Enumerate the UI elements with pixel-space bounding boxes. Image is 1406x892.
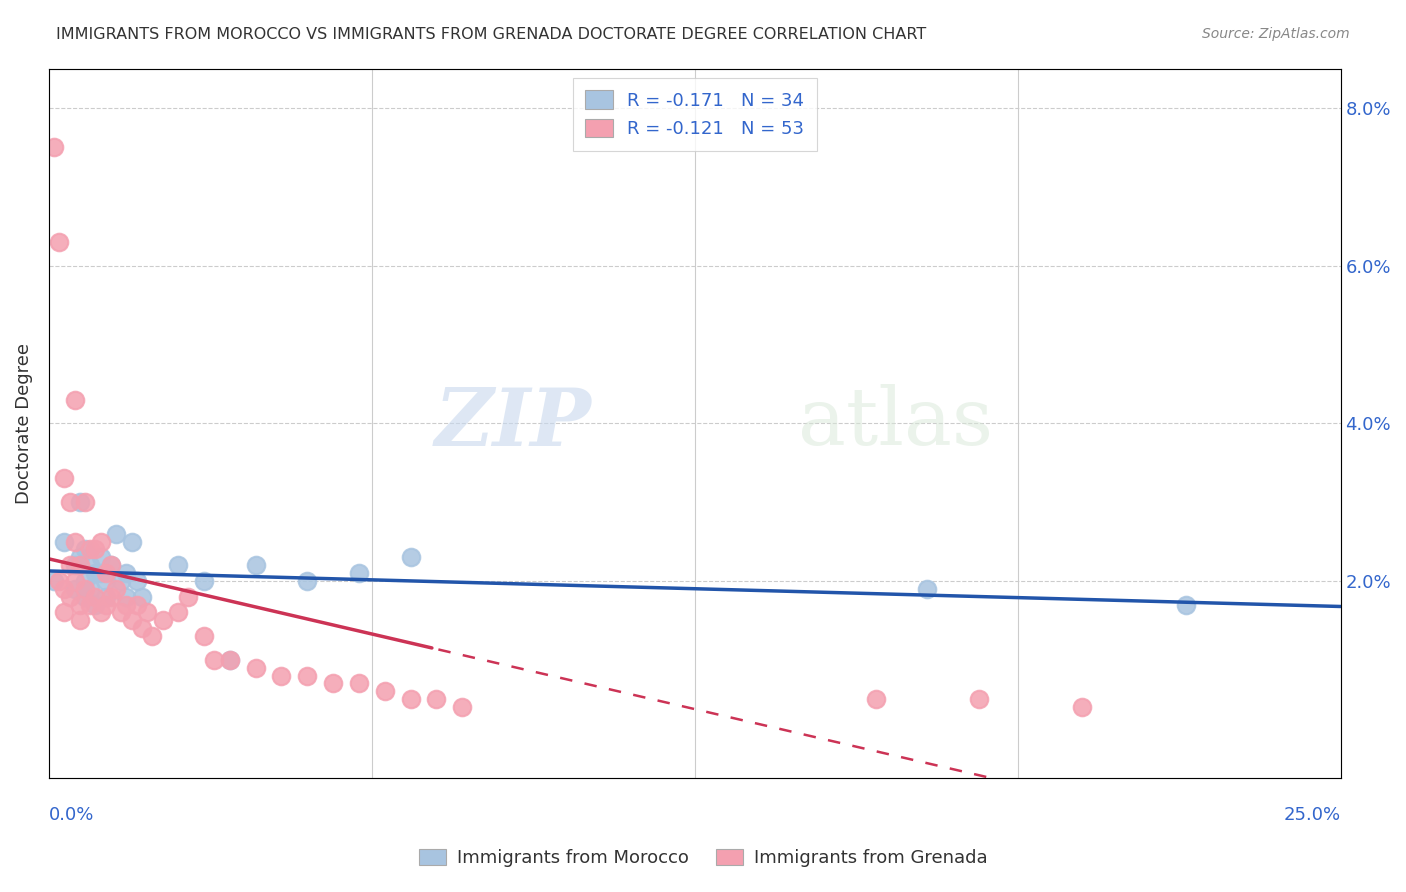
Point	[245, 558, 267, 573]
Point	[63, 534, 86, 549]
Point	[94, 566, 117, 580]
Point	[69, 598, 91, 612]
Y-axis label: Doctorate Degree: Doctorate Degree	[15, 343, 32, 504]
Point	[105, 526, 128, 541]
Point	[297, 668, 319, 682]
Point	[115, 598, 138, 612]
Point	[100, 590, 122, 604]
Point	[53, 534, 76, 549]
Point	[69, 613, 91, 627]
Point	[131, 621, 153, 635]
Point	[167, 558, 190, 573]
Point	[53, 471, 76, 485]
Point	[167, 606, 190, 620]
Point	[1071, 700, 1094, 714]
Point	[297, 574, 319, 588]
Legend: Immigrants from Morocco, Immigrants from Grenada: Immigrants from Morocco, Immigrants from…	[412, 841, 994, 874]
Point	[94, 598, 117, 612]
Point	[245, 660, 267, 674]
Point	[100, 558, 122, 573]
Point	[63, 582, 86, 596]
Point	[59, 590, 82, 604]
Point	[218, 653, 240, 667]
Point	[90, 566, 112, 580]
Point	[69, 550, 91, 565]
Point	[59, 558, 82, 573]
Point	[75, 542, 97, 557]
Point	[347, 566, 370, 580]
Point	[75, 582, 97, 596]
Point	[48, 235, 70, 249]
Point	[44, 574, 66, 588]
Text: 0.0%: 0.0%	[49, 806, 94, 824]
Text: IMMIGRANTS FROM MOROCCO VS IMMIGRANTS FROM GRENADA DOCTORATE DEGREE CORRELATION : IMMIGRANTS FROM MOROCCO VS IMMIGRANTS FR…	[56, 27, 927, 42]
Text: ZIP: ZIP	[434, 384, 592, 462]
Point	[79, 542, 101, 557]
Point	[94, 574, 117, 588]
Point	[110, 574, 132, 588]
Point	[84, 590, 107, 604]
Point	[69, 558, 91, 573]
Point	[48, 574, 70, 588]
Point	[141, 629, 163, 643]
Point	[121, 613, 143, 627]
Point	[193, 574, 215, 588]
Point	[105, 582, 128, 596]
Point	[425, 692, 447, 706]
Point	[90, 534, 112, 549]
Point	[865, 692, 887, 706]
Point	[193, 629, 215, 643]
Point	[75, 574, 97, 588]
Point	[53, 582, 76, 596]
Point	[90, 606, 112, 620]
Point	[110, 606, 132, 620]
Point	[399, 550, 422, 565]
Point	[270, 668, 292, 682]
Point	[131, 590, 153, 604]
Point	[94, 590, 117, 604]
Point	[121, 534, 143, 549]
Point	[69, 495, 91, 509]
Point	[84, 566, 107, 580]
Point	[915, 582, 938, 596]
Point	[44, 140, 66, 154]
Text: atlas: atlas	[799, 384, 993, 462]
Point	[75, 590, 97, 604]
Point	[63, 558, 86, 573]
Point	[84, 598, 107, 612]
Text: 25.0%: 25.0%	[1284, 806, 1340, 824]
Point	[125, 598, 148, 612]
Point	[967, 692, 990, 706]
Point	[136, 606, 159, 620]
Point	[100, 558, 122, 573]
Point	[177, 590, 200, 604]
Point	[115, 566, 138, 580]
Point	[399, 692, 422, 706]
Point	[347, 676, 370, 690]
Point	[374, 684, 396, 698]
Point	[202, 653, 225, 667]
Legend: R = -0.171   N = 34, R = -0.121   N = 53: R = -0.171 N = 34, R = -0.121 N = 53	[572, 78, 817, 151]
Text: Source: ZipAtlas.com: Source: ZipAtlas.com	[1202, 27, 1350, 41]
Point	[79, 598, 101, 612]
Point	[79, 558, 101, 573]
Point	[125, 574, 148, 588]
Point	[152, 613, 174, 627]
Point	[115, 590, 138, 604]
Point	[53, 606, 76, 620]
Point	[218, 653, 240, 667]
Point	[1174, 598, 1197, 612]
Point	[75, 495, 97, 509]
Point	[63, 392, 86, 407]
Point	[79, 582, 101, 596]
Point	[63, 574, 86, 588]
Point	[84, 542, 107, 557]
Point	[59, 495, 82, 509]
Point	[451, 700, 474, 714]
Point	[322, 676, 344, 690]
Point	[90, 550, 112, 565]
